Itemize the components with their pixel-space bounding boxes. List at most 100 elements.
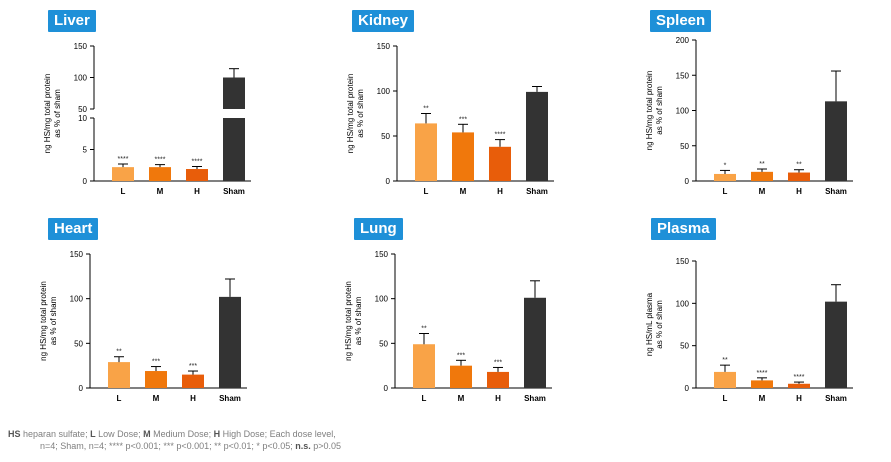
footnote-text: High Dose; Each dose level, [220, 429, 336, 439]
y-tick-label: 150 [377, 42, 391, 51]
significance-label: **** [757, 370, 768, 377]
bar-Sham [825, 301, 847, 388]
bar-M [751, 171, 773, 181]
y-tick-label: 50 [680, 342, 689, 351]
significance-label: **** [118, 156, 129, 163]
chart-title: Plasma [651, 218, 716, 240]
x-tick-label: L [121, 187, 126, 196]
y-axis-label: as % of sham [655, 300, 664, 349]
x-tick-label: L [723, 187, 728, 196]
significance-label: ** [423, 106, 429, 113]
chart-kidney: 0 50 100 150 ** L *** M **** H Sham ng HS/mg total … [346, 42, 554, 196]
y-axis-label: ng HS/mg total protein [43, 74, 52, 154]
y-axis-label: ng HS/mL plasma [645, 292, 654, 356]
y-axis-label: ng HS/mg total protein [344, 281, 353, 361]
chart-panel-spleen: Spleen 0 50 100 150 200 * L ** M ** H Sham ng HS/mg … [594, 0, 891, 214]
significance-label: ** [722, 357, 728, 364]
bar-H [788, 172, 810, 181]
y-tick-label: 150 [70, 250, 84, 259]
x-tick-label: Sham [524, 394, 546, 403]
chart-heart: 0 50 100 150 ** L *** M *** H Sham ng HS/mg total p… [39, 250, 247, 403]
significance-label: ** [421, 326, 427, 333]
y-tick-label: 100 [676, 107, 690, 116]
y-axis-label: as % of sham [354, 296, 363, 345]
y-tick-label: 150 [375, 250, 389, 259]
x-tick-label: M [458, 394, 465, 403]
bar-M [450, 365, 472, 388]
y-axis-label: as % of sham [53, 89, 62, 138]
chart-spleen: 0 50 100 150 200 * L ** M ** H Sham ng HS/mg total p… [645, 36, 853, 196]
y-axis-label: as % of sham [49, 296, 58, 345]
significance-label: *** [152, 359, 160, 366]
y-tick-label: 10 [78, 114, 87, 123]
footnote-abbr: M [143, 429, 151, 439]
bar-H [489, 146, 511, 181]
x-tick-label: M [759, 394, 766, 403]
bar-L [714, 371, 736, 388]
footnote-abbr: HS [8, 429, 21, 439]
x-tick-label: M [157, 187, 164, 196]
y-tick-label: 50 [74, 339, 83, 348]
x-tick-label: M [759, 187, 766, 196]
y-tick-label: 100 [377, 87, 391, 96]
bar-L [714, 173, 736, 181]
chart-lung: 0 50 100 150 ** L *** M *** H Sham ng HS/mg total p… [344, 250, 552, 403]
x-tick-label: L [422, 394, 427, 403]
significance-label: *** [457, 352, 465, 359]
x-tick-label: H [194, 187, 200, 196]
x-tick-label: Sham [223, 187, 245, 196]
chart-title: Heart [48, 218, 99, 240]
bar-Sham [524, 297, 546, 388]
y-axis-label: ng HS/mg total protein [645, 71, 654, 151]
y-tick-label: 100 [676, 299, 690, 308]
chart-plasma: 0 50 100 150 ** L **** M **** H Sham ng HS/mL plasm… [645, 257, 853, 403]
chart-panel-lung: Lung 0 50 100 150 ** L *** M *** H Sham ng HS/mg to… [297, 214, 594, 428]
footnote-abbr: H [213, 429, 221, 439]
y-tick-label: 0 [685, 384, 690, 393]
footnote-text: Low Dose; [95, 429, 144, 439]
significance-label: **** [495, 132, 506, 139]
bar-H [186, 169, 208, 181]
significance-label: *** [494, 359, 502, 366]
bar-Sham-upper [223, 77, 245, 109]
x-tick-label: M [460, 187, 467, 196]
significance-label: *** [189, 363, 197, 370]
footnote-abbr: n.s. [295, 441, 311, 451]
y-tick-label: 100 [74, 74, 88, 83]
chart-panel-liver: Liver 0 5 10 50 100 150 **** L **** M **** H Sham ng … [0, 0, 297, 214]
bar-Sham [219, 296, 241, 388]
y-tick-label: 0 [384, 384, 389, 393]
chart-title: Kidney [352, 10, 415, 32]
footnote-text: heparan sulfate; [20, 429, 91, 439]
y-tick-label: 50 [381, 132, 390, 141]
chart-title: Liver [48, 10, 96, 32]
x-tick-label: Sham [825, 187, 847, 196]
chart-title: Lung [354, 218, 403, 240]
significance-label: ** [796, 162, 802, 169]
bar-M [751, 380, 773, 388]
x-tick-label: Sham [526, 187, 548, 196]
x-tick-label: L [117, 394, 122, 403]
x-tick-label: H [495, 394, 501, 403]
chart-panel-heart: Heart 0 50 100 150 ** L *** M *** H Sham ng HS/mg t… [0, 214, 297, 428]
significance-label: **** [192, 159, 203, 166]
y-axis-label: as % of sham [356, 89, 365, 138]
significance-label: * [724, 162, 727, 169]
footnote-line-2: n=4; Sham, n=4; **** p<0.001; *** p<0.00… [8, 440, 341, 452]
x-tick-label: L [424, 187, 429, 196]
y-tick-label: 200 [676, 36, 690, 45]
chart-panel-kidney: Kidney 0 50 100 150 ** L *** M **** H Sham ng HS/mg… [297, 0, 594, 214]
bar-M [452, 132, 474, 181]
x-tick-label: M [153, 394, 160, 403]
bar-M [149, 167, 171, 181]
footnote-line-1: HS heparan sulfate; L Low Dose; M Medium… [8, 428, 341, 440]
x-tick-label: H [796, 394, 802, 403]
y-tick-label: 0 [83, 177, 88, 186]
x-tick-label: Sham [825, 394, 847, 403]
significance-label: ** [759, 161, 765, 168]
significance-label: ** [116, 349, 122, 356]
x-tick-label: H [190, 394, 196, 403]
y-tick-label: 150 [74, 42, 88, 51]
y-tick-label: 0 [685, 177, 690, 186]
